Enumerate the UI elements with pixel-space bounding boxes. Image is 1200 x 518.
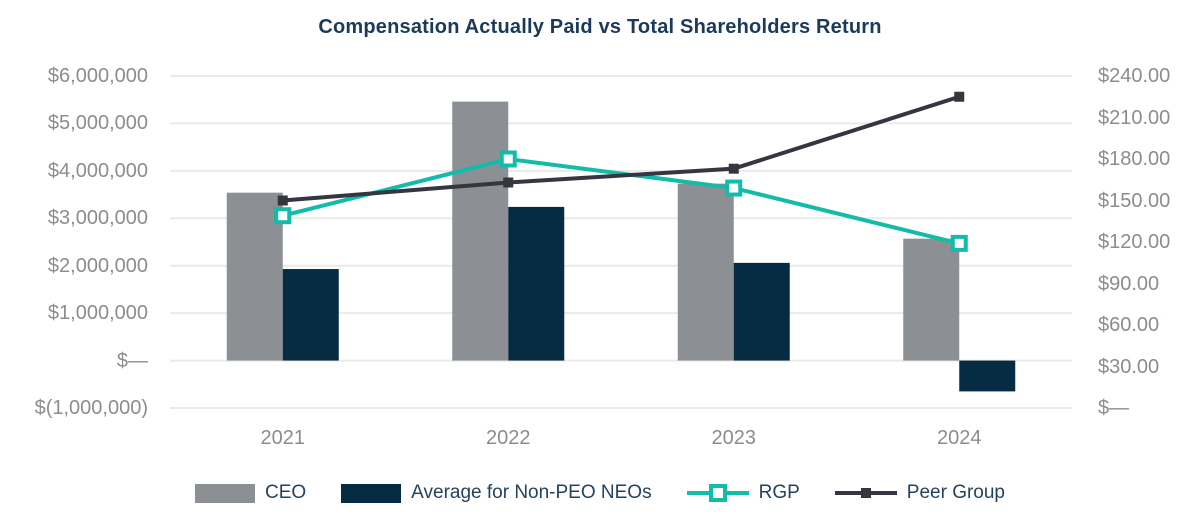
bar-average-for-non-peo-neos-2021 <box>282 269 339 361</box>
y-axis-right-tick: $210.00 <box>1098 106 1171 129</box>
peer-group-marker-2024 <box>954 91 965 102</box>
y-axis-left-tick: $4,000,000 <box>47 159 148 182</box>
legend-swatch-ceo <box>194 483 255 503</box>
legend: CEO Average for Non-PEO NEOs RGP Peer Gr… <box>0 482 1200 504</box>
x-axis-label-2024: 2024 <box>937 427 982 449</box>
peer-group-line <box>282 94 960 203</box>
y-axis-right-tick: $180.00 <box>1098 148 1171 170</box>
y-axis-left-tick: $— <box>116 349 148 372</box>
bar-ceo-2021 <box>226 192 283 361</box>
y-axis-left-tick: $(1,000,000) <box>34 397 148 419</box>
y-axis-right-tick: $30.00 <box>1098 355 1160 378</box>
rgp-line <box>282 156 960 246</box>
legend-label-ceo: CEO <box>264 482 307 503</box>
bar-ceo-2024 <box>903 238 960 361</box>
y-axis-right-tick: $60.00 <box>1098 314 1160 336</box>
peer-group-marker-2021 <box>277 195 288 206</box>
y-axis-left-tick: $3,000,000 <box>47 207 148 230</box>
y-axis-left-tick: $5,000,000 <box>47 112 148 135</box>
y-axis-right-tick: $90.00 <box>1098 272 1160 295</box>
y-axis-right-tick: $— <box>1098 397 1130 419</box>
bar-average-for-non-peo-neos-2023 <box>733 262 790 361</box>
rgp-marker-2024 <box>950 234 968 252</box>
legend-item-ceo: CEO <box>194 482 307 504</box>
legend-item-rgp: RGP <box>686 482 800 504</box>
legend-label-rgp: RGP <box>758 482 800 503</box>
legend-label-non-peo-neos: Average for Non-PEO NEOs <box>411 482 652 503</box>
bar-ceo-2022 <box>452 101 509 361</box>
y-axis-left-tick: $6,000,000 <box>47 65 148 87</box>
y-axis-right-tick: $120.00 <box>1098 231 1171 253</box>
legend-marker-peer-group-icon <box>834 483 897 503</box>
legend-item-peer-group: Peer Group <box>834 482 1006 504</box>
bar-average-for-non-peo-neos-2024 <box>959 360 1016 392</box>
bar-average-for-non-peo-neos-2022 <box>508 206 565 361</box>
rgp-marker-2022 <box>499 150 517 168</box>
x-axis-label-2022: 2022 <box>486 427 531 449</box>
legend-item-non-peo-neos: Average for Non-PEO NEOs <box>341 482 652 504</box>
legend-swatch-non-peo-neos <box>341 483 402 503</box>
peer-group-marker-2023 <box>728 163 739 174</box>
legend-marker-rgp-icon <box>686 483 749 503</box>
y-axis-left-tick: $2,000,000 <box>47 254 148 277</box>
x-axis-label-2021: 2021 <box>260 427 306 449</box>
y-axis-left-tick: $1,000,000 <box>47 302 148 325</box>
x-axis-label-2023: 2023 <box>711 427 757 449</box>
rgp-marker-2021 <box>274 207 292 225</box>
peer-group-marker-2022 <box>503 177 514 188</box>
legend-label-peer-group: Peer Group <box>906 482 1006 503</box>
y-axis-right-tick: $240.00 <box>1098 65 1171 87</box>
bar-ceo-2023 <box>677 183 734 361</box>
y-axis-right-tick: $150.00 <box>1098 189 1171 212</box>
rgp-marker-2023 <box>725 179 743 197</box>
chart-title: Compensation Actually Paid vs Total Shar… <box>318 16 882 38</box>
